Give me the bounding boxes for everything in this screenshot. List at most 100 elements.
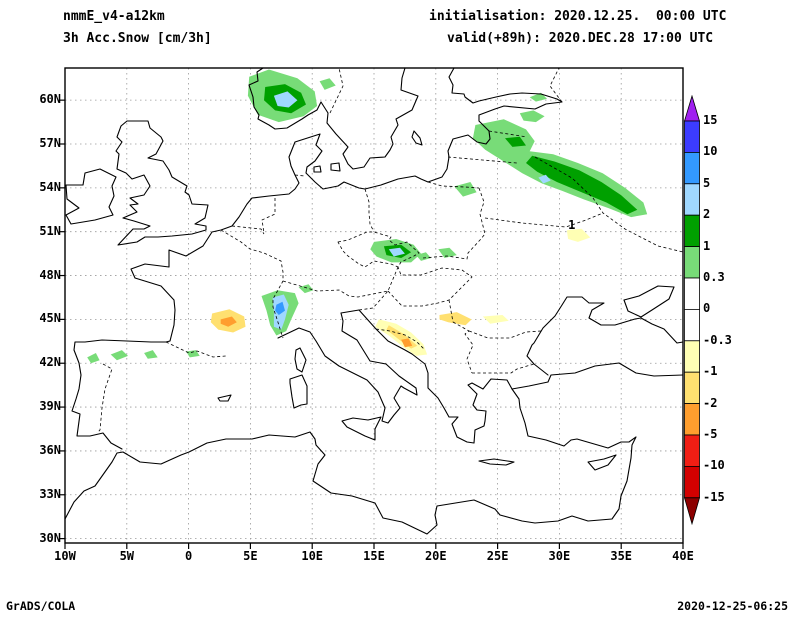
border-italy-slovenia bbox=[358, 290, 389, 311]
france-negative-core bbox=[220, 316, 237, 327]
lat-tick-label: 42N bbox=[39, 355, 61, 370]
colorbar-top-arrow bbox=[684, 95, 701, 122]
coastline-scandinavia bbox=[248, 67, 419, 170]
island-gotland bbox=[411, 130, 423, 146]
lat-tick-label: 33N bbox=[39, 486, 61, 501]
border-germany-denmark bbox=[294, 174, 306, 177]
spain-snow-spot-2 bbox=[110, 350, 128, 361]
coastline-turkey-africa bbox=[64, 388, 637, 535]
border-germany-poland bbox=[364, 188, 375, 233]
coastline-balkans-greece bbox=[358, 309, 513, 444]
border-belgium-netherlands bbox=[231, 225, 265, 235]
colorbar-tick-label: 1 bbox=[703, 238, 711, 253]
latvia-snow-band bbox=[505, 136, 526, 147]
colorbar-tick-label: 0 bbox=[703, 301, 711, 316]
colorbar-segment bbox=[684, 308, 700, 342]
colorbar-segment bbox=[684, 403, 700, 436]
romania-negative-patch bbox=[482, 315, 509, 324]
lat-tick-label: 51N bbox=[39, 223, 61, 238]
lon-tick-label: 5E bbox=[243, 549, 258, 563]
valid-time-label: valid(+89h): 2020.DEC.28 17:00 UTC bbox=[447, 31, 714, 46]
lon-tick-label: 10E bbox=[301, 549, 324, 563]
island-mallorca bbox=[217, 394, 232, 402]
lon-tick-label: 5W bbox=[119, 549, 135, 563]
lat-tick-label: 45N bbox=[39, 311, 61, 326]
czech-snow-core bbox=[388, 247, 405, 257]
lon-tick-label: 25E bbox=[486, 549, 509, 563]
map-frame bbox=[64, 67, 684, 544]
dinarides-negative-spot bbox=[401, 338, 413, 348]
colorbar-tick-label: 0.3 bbox=[703, 270, 725, 284]
colorbar-segment bbox=[684, 340, 700, 373]
alps-snow-core bbox=[275, 301, 285, 315]
colorbar-tick-label: 2 bbox=[703, 207, 711, 222]
lon-tick-label: 15E bbox=[363, 549, 385, 563]
init-time-label: initialisation: 2020.12.25. 00:00 UTC bbox=[429, 9, 727, 24]
lat-tick-label: 60N bbox=[39, 92, 61, 107]
colorbar-segment bbox=[684, 465, 700, 499]
alps-east-snow-spot bbox=[298, 284, 314, 294]
colorbar-segment bbox=[684, 434, 700, 467]
axis-ticks-layer bbox=[59, 99, 684, 549]
map-canvas: 1 bbox=[59, 67, 684, 549]
belarus-snow-dot bbox=[538, 174, 551, 184]
belarus-snow-band bbox=[526, 155, 638, 215]
colorbar-segment bbox=[684, 120, 700, 153]
lon-tick-label: 10W bbox=[54, 549, 76, 563]
island-corsica bbox=[294, 347, 307, 373]
colorbar-segment bbox=[684, 246, 700, 279]
lat-tick-label: 48N bbox=[39, 267, 61, 282]
field-title: 3h Acc.Snow [cm/3h] bbox=[63, 31, 212, 46]
spain-snow-spot-1 bbox=[87, 353, 100, 364]
border-spain-france bbox=[165, 341, 227, 358]
colorbar-segment bbox=[684, 277, 700, 310]
lat-tick-label: 30N bbox=[39, 530, 61, 545]
model-name: nmmE_v4-a12km bbox=[63, 9, 165, 24]
border-croatia-bosnia bbox=[375, 328, 426, 351]
island-sicily bbox=[341, 416, 382, 441]
colorbar-tick-label: -2 bbox=[703, 395, 718, 410]
colorbar-tick-label: 15 bbox=[703, 113, 718, 127]
ne-poland-snow-spot bbox=[454, 182, 477, 197]
lat-tick-label: 57N bbox=[39, 136, 61, 150]
snow-shading-layer bbox=[87, 69, 648, 364]
colorbar-tick-label: -10 bbox=[703, 458, 725, 473]
colorbar-tick-label: -0.3 bbox=[703, 332, 732, 347]
coastline-italy bbox=[277, 309, 418, 424]
lat-tick-label: 54N bbox=[39, 179, 61, 194]
tatra-snow-spot bbox=[438, 247, 457, 258]
gulf-of-finland-snow bbox=[519, 110, 545, 123]
norway-snow-core bbox=[273, 91, 298, 108]
lon-tick-label: 40E bbox=[672, 549, 694, 563]
colorbar bbox=[684, 95, 701, 525]
colorbar-bottom-arrow bbox=[684, 497, 701, 525]
coastline-ireland bbox=[65, 168, 117, 225]
gridlines-layer bbox=[65, 68, 683, 543]
lon-tick-label: 20E bbox=[424, 549, 447, 563]
lon-tick-label: 35E bbox=[610, 549, 633, 563]
coastline-great-britain bbox=[115, 120, 209, 246]
lat-tick-label: 39N bbox=[39, 399, 61, 414]
border-poland-east bbox=[422, 187, 486, 260]
creation-timestamp: 2020-12-25-06:25 bbox=[677, 599, 788, 613]
colorbar-segment bbox=[684, 152, 700, 185]
island-crete bbox=[478, 458, 515, 466]
border-greece-bulgaria-turkey bbox=[472, 363, 535, 374]
colorbar-tick-label: -1 bbox=[703, 364, 718, 379]
colorbar-tick-label: 5 bbox=[703, 175, 711, 190]
pyrenees-snow-spot bbox=[186, 350, 200, 358]
serbia-negative-patch bbox=[439, 312, 472, 326]
ukraine-negative-patch bbox=[566, 228, 591, 242]
island-cyprus bbox=[587, 454, 617, 471]
colorbar-tick-label: -5 bbox=[703, 427, 718, 441]
contour-label: 1 bbox=[568, 218, 575, 232]
island-sardinia bbox=[289, 374, 308, 409]
contour-labels-layer: 1 bbox=[568, 218, 575, 232]
coastline-black-sea-north bbox=[526, 296, 684, 376]
colorbar-segment bbox=[684, 371, 700, 405]
island-funen bbox=[313, 165, 322, 173]
border-alps-chain bbox=[282, 266, 399, 298]
border-portugal-spain bbox=[96, 363, 113, 434]
lon-tick-label: 30E bbox=[548, 549, 571, 563]
